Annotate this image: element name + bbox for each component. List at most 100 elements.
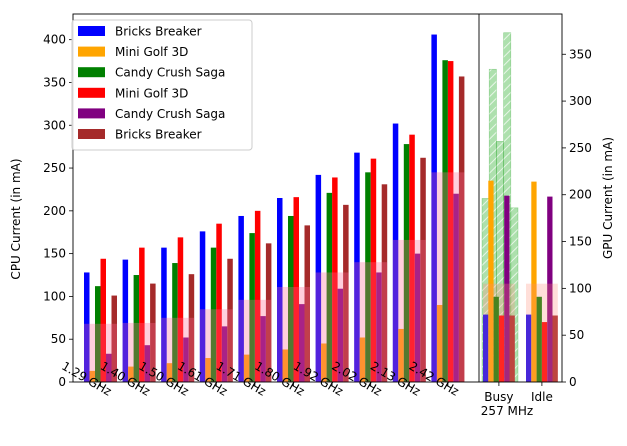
bar-cpu-2-9 [442,60,448,382]
bar-cpu-3-8 [409,134,415,382]
bar-cpu-5-3 [227,258,233,382]
y-left-tick-label-7: 350 [43,75,66,89]
legend-swatch-2 [78,67,105,78]
gpu-overlay-bars [483,283,558,382]
legend-swatch-3 [78,87,105,98]
y-right-tick-label-2: 100 [569,281,592,295]
bar-cpu-0-4 [238,215,244,382]
bar-cpu-1-4 [243,354,250,382]
bar-cpu-1-2 [166,363,173,382]
x-gpu-tick-label-0: Busy [484,390,513,404]
y-axis-right-ticks: 0 50 100 150 200 250 300 350 [562,47,592,389]
bar-cpu-1-5 [282,349,288,382]
bar-cpu-2-2 [172,263,178,382]
plot-frame [72,13,563,383]
bar-cpu-4-6 [337,288,344,382]
bar-cpu-1-9 [436,304,443,382]
legend-swatch-1 [78,46,105,57]
cpu-overlay-bars [84,172,465,382]
y-right-tick-label-6: 300 [569,94,592,108]
bar-cpu-0-9 [431,34,437,382]
legend-box [71,19,253,151]
bar-cpu-1-3 [205,358,211,382]
bar-cpu-4-8 [414,253,421,382]
bar-cpu-5-5 [304,225,310,382]
bar-cpu-3-7 [370,158,377,382]
bar-cpu-4-2 [183,337,189,382]
bar-cpu-4-3 [221,326,228,382]
bar-cpu-0-2 [161,247,167,382]
y-right-tick-label-1: 50 [569,328,584,342]
bar-cpu-1-7 [359,337,366,382]
overlay-bar-cpu-6 [315,272,349,382]
bar-cpu-0-3 [199,231,206,382]
bar-gpu-4-0 [504,195,510,382]
bar-gpu-5-1 [552,315,558,382]
bar-cpu-3-1 [139,247,145,382]
overlay-bar-cpu-4 [238,299,272,382]
overlay-bar-cpu-8 [392,239,426,382]
bar-gpu-5-0 [509,315,515,382]
legend-swatch-4 [78,108,105,119]
y-right-tick-label-4: 200 [569,188,592,202]
x-gpu-sublabel: 257 MHz [481,404,533,418]
bar-cpu-0-8 [392,123,399,382]
bar-cpu-2-1 [133,275,140,382]
gpu-bars [483,180,558,382]
overlay-bar-cpu-9 [431,172,465,382]
y-left-tick-label-4: 200 [43,204,66,218]
y-left-tick-label-6: 300 [43,118,66,132]
overlay-bar-gpu-0 [483,283,515,382]
bar-cpu-3-2 [177,237,184,382]
bar-cpu-3-3 [216,223,222,382]
bar-cpu-4-1 [144,345,151,382]
bar-cpu-5-1 [150,283,156,382]
bar-cpu-1-1 [128,366,134,382]
bar-cpu-1-6 [321,343,327,382]
bar-gpu-3-1 [541,322,548,382]
bar-cpu-3-4 [254,210,261,382]
bar-cpu-3-5 [293,197,299,382]
bar-gpu-0-0 [483,314,489,382]
bar-cpu-2-3 [210,247,217,382]
bar-gpu-2-1 [536,296,542,382]
bar-cpu-3-6 [332,177,338,382]
y-left-tick-label-8: 400 [43,33,66,47]
legend: Bricks Breaker Mini Golf 3D Candy Crush Sa… [71,19,253,151]
bar-cpu-0-0 [84,272,90,382]
overlay-bar-cpu-1 [122,322,156,382]
bar-gpu-1-1 [531,181,537,382]
y-left-tick-label-5: 250 [43,161,66,175]
bar-cpu-2-6 [326,192,333,382]
y-left-tick-label-3: 150 [43,247,66,261]
y-axis-left-ticks: 0 50 100 150 200 250 300 350 400 [43,33,73,389]
bar-cpu-1-0 [89,370,95,382]
bar-cpu-5-7 [381,184,388,382]
overlay-bar-gpu-1 [526,283,558,382]
bar-cpu-3-0 [100,258,106,382]
bar-cpu-2-5 [288,215,294,382]
bar-gpu-0-1 [526,314,532,382]
bar-cpu-4-0 [106,353,112,382]
bar-gpu-1-0 [488,180,494,382]
bar-cpu-1-8 [398,328,404,382]
bar-cpu-5-6 [343,204,349,382]
bar-cpu-4-7 [376,272,382,382]
bar-cpu-4-5 [299,304,305,382]
y-left-tick-label-2: 100 [43,289,66,303]
bar-cpu-2-4 [249,233,255,382]
bar-cpu-0-1 [122,259,129,382]
legend-label-3: Mini Golf 3D [115,86,188,100]
overlay-bar-cpu-2 [161,317,195,382]
bar-cpu-5-4 [265,243,272,382]
axes [72,13,563,383]
legend-label-4: Candy Crush Saga [115,107,225,121]
y-right-tick-label-5: 250 [569,141,592,155]
bar-cpu-0-5 [277,198,283,382]
bar-cpu-4-9 [453,193,459,382]
bar-cpu-5-0 [111,295,117,382]
legend-label-2: Candy Crush Saga [115,66,225,80]
bar-gpu-2-0 [493,296,499,382]
bar-cpu-5-8 [420,157,426,382]
y-left-tick-label-1: 50 [51,332,66,346]
